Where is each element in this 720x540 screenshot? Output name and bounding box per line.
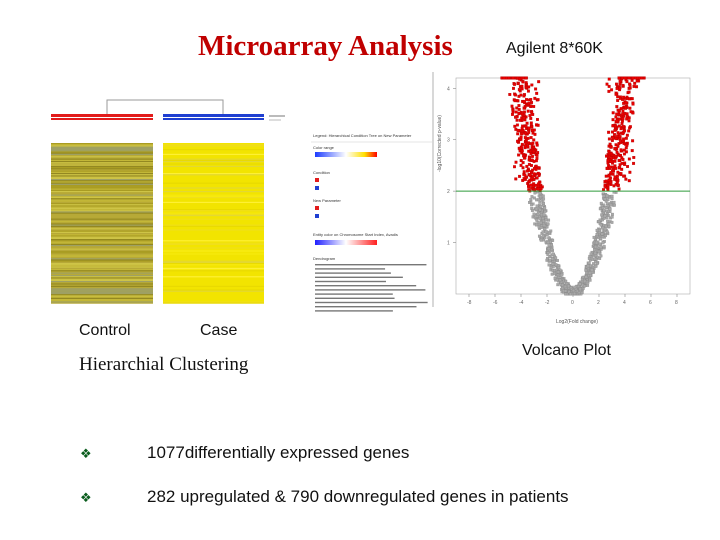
slide-title: Microarray Analysis (198, 30, 453, 62)
dendrogram (51, 99, 285, 121)
heatmap-figure: Legend: Hierarchical Condition Tree on N… (51, 99, 433, 312)
volcano-non-significant-points (528, 190, 618, 296)
legend-title: Legend: Hierarchical Condition Tree on N… (313, 133, 412, 138)
diamond-bullet-icon: ❖ (80, 446, 92, 461)
volcano-x-tick: -2 (545, 300, 550, 306)
volcano-y-axis-label: -log10(Corrected p-value) (437, 115, 443, 172)
volcano-x-tick: 6 (649, 300, 652, 306)
heatmap-control-column (51, 143, 153, 304)
volcano-y-tick: 4 (447, 86, 450, 92)
volcano-y-tick: 2 (447, 189, 450, 195)
volcano-y-tick: 1 (447, 241, 450, 247)
heatmap-caption: Hierarchial Clustering (79, 354, 249, 375)
finding-2: 282 upregulated & 790 downregulated gene… (147, 487, 569, 506)
dendrogram-case-bar (163, 114, 264, 117)
volcano-x-axis-label: Log2(Fold change) (556, 319, 598, 325)
volcano-x-tick: -4 (519, 300, 524, 306)
dendrogram-control-bar (51, 114, 153, 117)
entity-color-bar (315, 240, 377, 245)
volcano-significant-points (500, 76, 646, 193)
svg-text:Color range: Color range (313, 145, 335, 150)
slide-subtitle: Agilent 8*60K (506, 40, 603, 57)
svg-text:New Parameter: New Parameter (313, 198, 341, 203)
volcano-x-tick: -6 (493, 300, 498, 306)
svg-text:Entity color on Chromosome Sta: Entity color on Chromosome Start Index, … (313, 232, 398, 237)
svg-text:Dendrogram: Dendrogram (313, 256, 336, 261)
volcano-x-tick: 4 (623, 300, 626, 306)
volcano-x-tick: 8 (675, 300, 678, 306)
color-range-bar (315, 152, 377, 157)
diamond-bullet-icon: ❖ (80, 490, 92, 505)
volcano-x-tick: -8 (467, 300, 472, 306)
heatmap-legend: Legend: Hierarchical Condition Tree on N… (311, 133, 433, 312)
heatmap-case-column (163, 143, 264, 304)
case-label: Case (200, 322, 238, 339)
volcano-x-tick: 2 (597, 300, 600, 306)
volcano-caption: Volcano Plot (522, 342, 611, 359)
volcano-plot: -8 -6 -4 -2 0 2 4 6 8 4 3 2 1 Log2(Fold change) -log… (432, 72, 698, 330)
control-label: Control (79, 322, 131, 339)
finding-1: 1077differentially expressed genes (147, 443, 410, 462)
volcano-x-tick: 0 (571, 300, 574, 306)
svg-text:Condition: Condition (313, 170, 330, 175)
volcano-y-tick: 3 (447, 138, 450, 144)
